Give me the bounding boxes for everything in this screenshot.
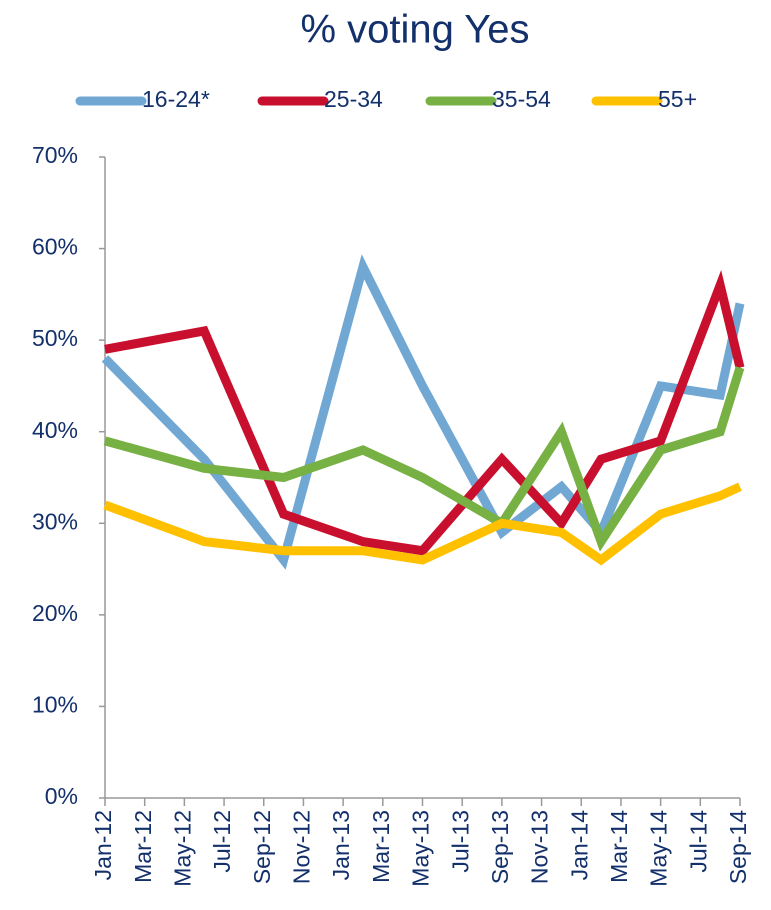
y-tick-label: 60% <box>32 234 78 260</box>
x-tick-label: Jan-12 <box>90 810 116 880</box>
y-tick-label: 10% <box>32 692 78 718</box>
chart-title: % voting Yes <box>300 8 529 52</box>
legend-label: 35-54 <box>492 86 551 112</box>
legend-label: 55+ <box>658 86 697 112</box>
x-tick-label: Sep-14 <box>725 810 751 884</box>
y-tick-label: 0% <box>45 783 78 809</box>
x-tick-label: Mar-13 <box>368 810 394 883</box>
legend-label: 25-34 <box>324 86 383 112</box>
x-tick-label: May-13 <box>408 810 434 887</box>
x-tick-label: Jul-14 <box>685 810 711 873</box>
y-tick-label: 70% <box>32 142 78 168</box>
x-tick-label: May-14 <box>646 810 672 887</box>
y-tick-label: 40% <box>32 417 78 443</box>
x-tick-label: Sep-12 <box>249 810 275 884</box>
x-tick-label: Mar-12 <box>130 810 156 883</box>
x-tick-label: Jan-13 <box>328 810 354 880</box>
x-tick-label: May-12 <box>169 810 195 887</box>
series-line <box>103 482 742 566</box>
series-line <box>101 254 745 570</box>
x-tick-label: Jul-13 <box>447 810 473 873</box>
x-tick-label: Jan-14 <box>566 810 592 881</box>
legend-label: 16-24* <box>142 86 210 112</box>
x-tick-label: Mar-14 <box>606 810 632 883</box>
x-tick-label: Nov-13 <box>527 810 553 884</box>
y-tick-label: 50% <box>32 325 78 351</box>
y-tick-label: 20% <box>32 600 78 626</box>
y-tick-label: 30% <box>32 508 78 534</box>
x-tick-label: Jul-12 <box>209 810 235 873</box>
x-tick-label: Sep-13 <box>487 810 513 884</box>
series-line <box>104 270 745 556</box>
x-tick-label: Nov-12 <box>289 810 315 884</box>
